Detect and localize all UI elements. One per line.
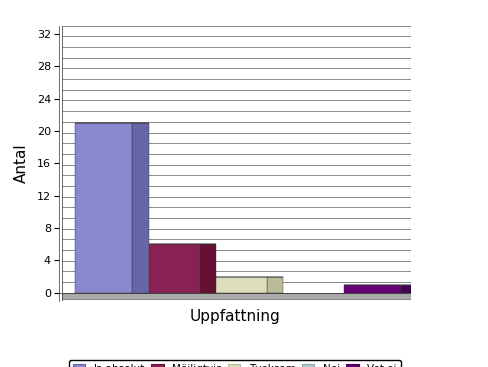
Bar: [75, 123, 132, 293]
Polygon shape: [199, 244, 216, 293]
Polygon shape: [266, 277, 283, 293]
Bar: [62, 293, 410, 299]
Polygon shape: [132, 123, 149, 293]
Bar: [343, 285, 400, 293]
Y-axis label: Antal: Antal: [14, 143, 28, 183]
Bar: [209, 277, 266, 293]
Polygon shape: [400, 285, 417, 293]
Legend: Ja absolut, Möjligtvis, Tveksam, Nej, Vet ej: Ja absolut, Möjligtvis, Tveksam, Nej, Ve…: [69, 360, 400, 367]
X-axis label: Uppfattning: Uppfattning: [189, 309, 280, 324]
Bar: [142, 244, 199, 293]
